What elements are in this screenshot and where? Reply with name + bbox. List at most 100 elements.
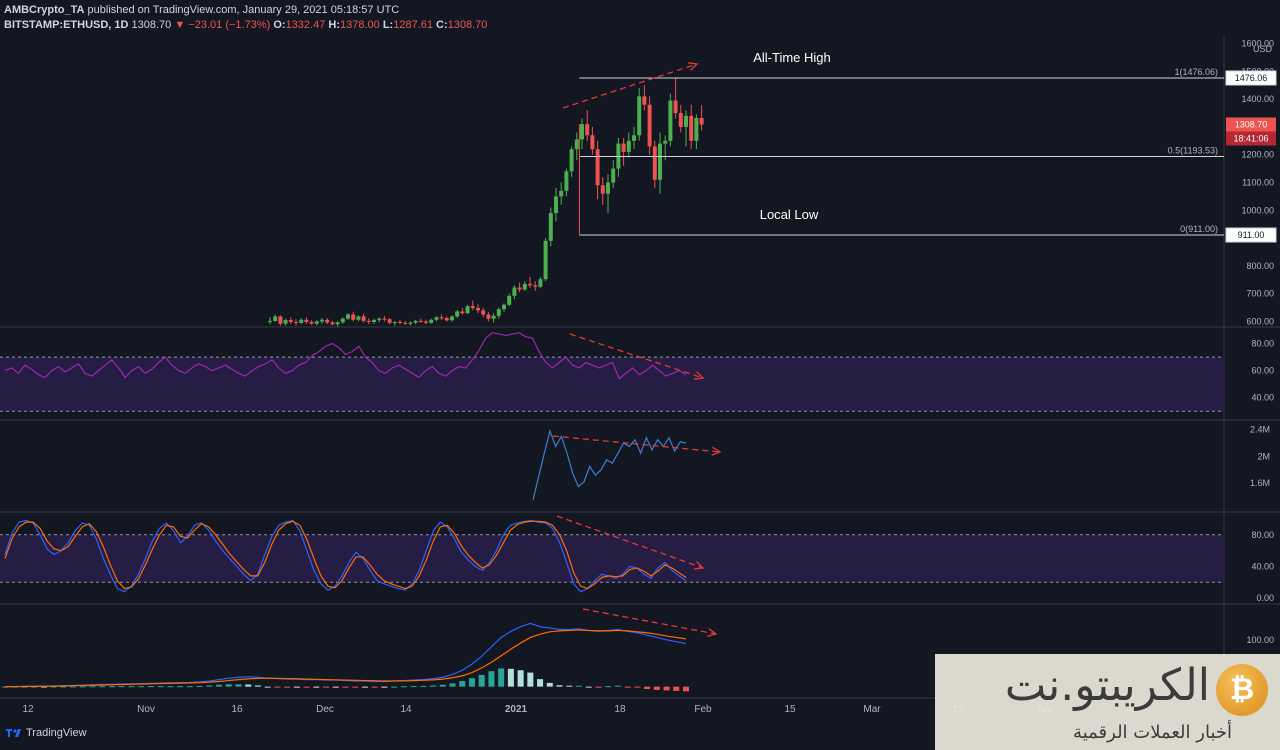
candle-body (424, 321, 428, 323)
chart-canvas[interactable]: 1(1476.06) 0.5(1193.53) 0(911.00) 600.00 70… (0, 0, 1280, 722)
macd-histogram-bar (361, 686, 368, 688)
candle-body (372, 320, 376, 322)
obv-line (532, 429, 687, 501)
symbol-name[interactable]: BITSTAMP:ETHUSD, 1D (4, 19, 129, 31)
candle-body (366, 320, 371, 322)
candle-body (439, 317, 444, 319)
time-tick-label: 15 (784, 704, 796, 715)
stoch-tick-label: 80.00 (1251, 530, 1274, 540)
macd-histogram-bar (128, 686, 135, 688)
candle-body (387, 319, 392, 323)
countdown-label: 18:41:06 (1233, 134, 1268, 144)
macd-histogram-bar (225, 684, 232, 687)
macd-histogram-bar (478, 674, 485, 687)
macd-signal-line (4, 629, 687, 688)
candle-body (481, 310, 486, 315)
candle-body (283, 320, 288, 324)
candle-body (554, 196, 558, 214)
macd-histogram-bar (410, 686, 417, 688)
rsi-panel[interactable] (0, 332, 1224, 412)
macd-histogram-bar (342, 686, 349, 688)
macd-histogram-bar (556, 685, 563, 687)
candle-body (309, 321, 314, 324)
candle-body (351, 314, 356, 320)
macd-histogram-bar (430, 685, 437, 687)
macd-histogram-bar (216, 684, 223, 687)
annotation-all-time-high: All-Time High (753, 50, 831, 65)
macd-histogram-bar (118, 686, 125, 688)
stoch-rsi-panel[interactable] (0, 519, 1224, 593)
fib-axis-box (1225, 70, 1277, 86)
candle-body (590, 135, 595, 150)
candle-body (673, 100, 678, 114)
price-tick-label: 1100.00 (1242, 178, 1274, 188)
macd-histogram-bar (420, 685, 427, 687)
fib-axis-label: 911.00 (1238, 230, 1265, 240)
macd-histogram-bar (663, 686, 670, 691)
candle-body (335, 322, 340, 325)
candle-body (377, 318, 382, 321)
macd-histogram-bar (167, 686, 174, 688)
annotation-local-low: Local Low (760, 207, 819, 222)
stoch-tick-label: 0.00 (1256, 593, 1274, 603)
candle-body (299, 319, 304, 323)
macd-histogram-bar (595, 686, 602, 688)
macd-histogram-bar (439, 684, 446, 687)
macd-histogram-bar (468, 678, 475, 687)
axes: 600.00700.00800.00900.001000.001100.0012… (22, 39, 1277, 715)
obv-tick-label: 2M (1257, 451, 1270, 461)
macd-divergence-arrow-head (707, 628, 718, 637)
macd-histogram-bar (89, 686, 96, 688)
price-tick-label: 1200.00 (1241, 150, 1274, 160)
macd-histogram-bar (99, 686, 106, 688)
watermark-title: الكريبتو.نت (1004, 660, 1210, 711)
macd-panel[interactable] (2, 622, 689, 692)
rsi-line (4, 332, 687, 380)
price-tick-label: 800.00 (1246, 261, 1274, 271)
candle-body (398, 321, 402, 323)
macd-histogram-bar (186, 686, 193, 688)
candle-body (580, 124, 584, 140)
candle-body (294, 321, 298, 323)
candle-body (611, 168, 616, 183)
time-tick-label: Nov (137, 704, 155, 715)
author-name[interactable]: AMBCrypto_TA (4, 4, 85, 16)
rsi-divergence-arrow (569, 333, 704, 379)
candle-body (528, 283, 532, 286)
close-value: 1308.70 (447, 19, 488, 31)
last-price: 1308.70 (131, 19, 172, 31)
candle-body (569, 149, 574, 172)
price-tick-label: 1600.00 (1241, 39, 1274, 49)
price-tick-label: 1000.00 (1241, 205, 1274, 215)
fib-level-label: 0.5(1193.53) (1168, 146, 1218, 156)
chart-header-line-2: BITSTAMP:ETHUSD, 1D 1308.70 ▼ −23.01 (−1… (4, 19, 487, 31)
stoch-band (0, 534, 1224, 583)
stoch-d-line (4, 520, 687, 590)
candle-body (465, 306, 470, 314)
macd-histogram-bar (235, 684, 242, 687)
price-divergence-arrow-head (687, 62, 699, 71)
macd-histogram-bar (624, 686, 631, 688)
time-tick-label: 2021 (505, 704, 528, 715)
candle-body (632, 135, 636, 141)
price-panel[interactable]: 1(1476.06) 0.5(1193.53) 0(911.00) (268, 67, 1224, 327)
candle-body (595, 149, 600, 186)
open-value: 1332.47 (285, 19, 326, 31)
candle-body (663, 140, 668, 144)
macd-histogram-bar (332, 686, 339, 688)
time-tick-label: Feb (694, 704, 712, 715)
fib-axis-label: 1476.06 (1235, 73, 1268, 83)
tradingview-brand[interactable]: TradingView (6, 727, 87, 739)
macd-histogram-bar (566, 685, 573, 687)
macd-histogram-bar (50, 686, 57, 688)
candle-body (652, 146, 657, 180)
price-change: −23.01 (−1.73%) (188, 19, 271, 31)
obv-panel[interactable] (532, 429, 687, 501)
candle-body (273, 316, 278, 321)
time-tick-label: 16 (231, 704, 243, 715)
time-tick-label: 18 (614, 704, 626, 715)
candle-body (548, 213, 553, 241)
stoch-divergence-arrow (556, 515, 704, 569)
macd-histogram-bar (323, 686, 330, 688)
macd-histogram-bar (644, 686, 651, 689)
